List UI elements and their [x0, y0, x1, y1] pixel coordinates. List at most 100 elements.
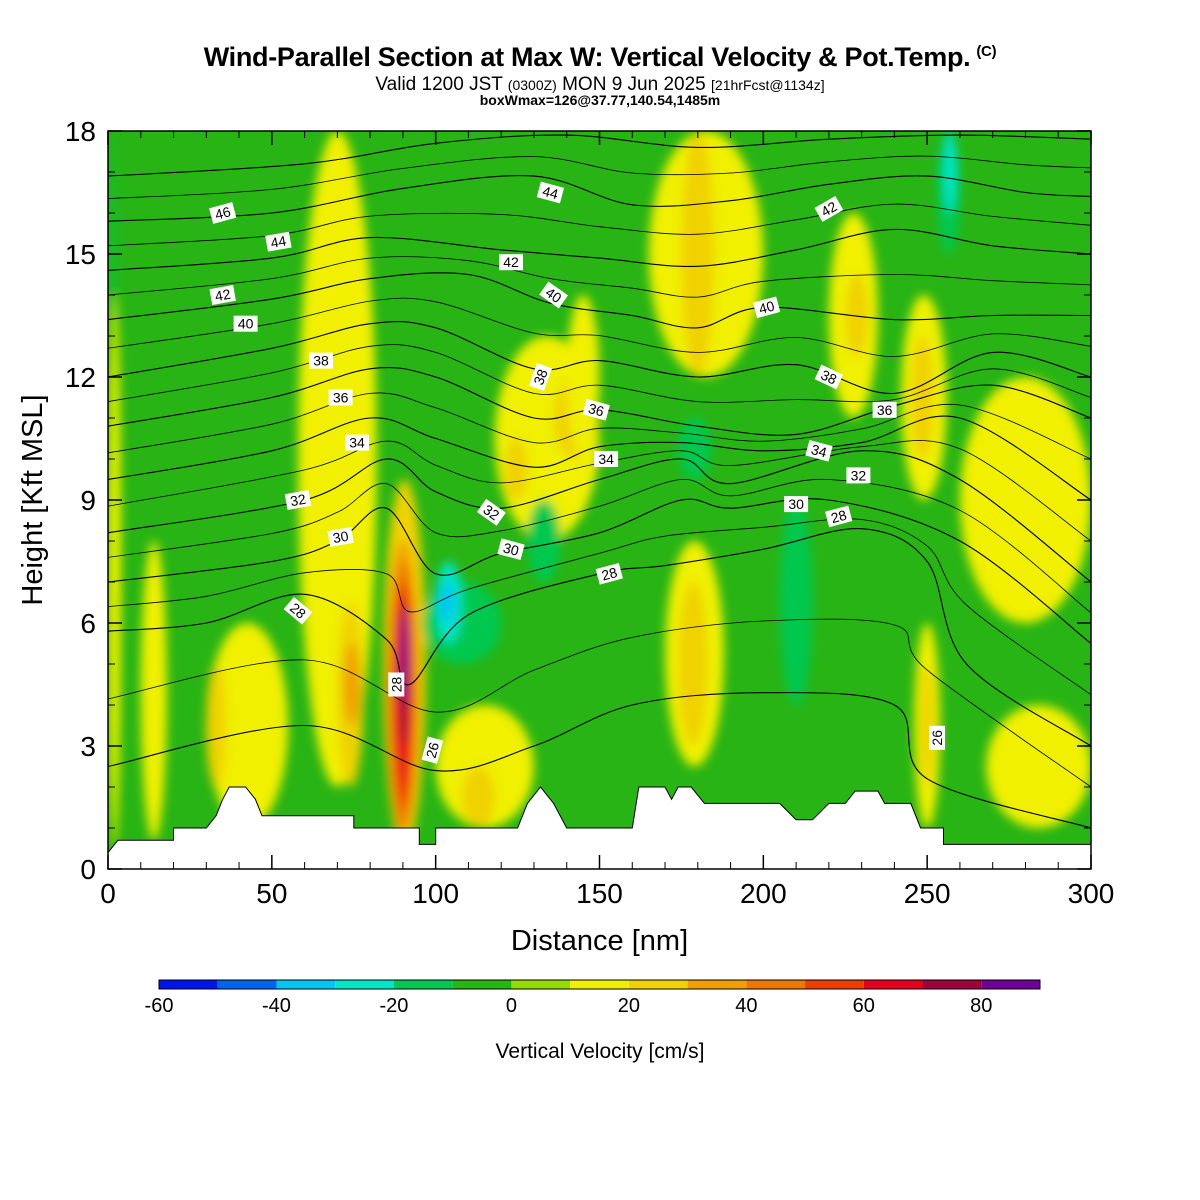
wvel-region	[959, 377, 1091, 623]
contour-label-box	[499, 254, 523, 271]
contour-label-text: 26	[929, 730, 945, 746]
wvel-region	[566, 295, 600, 459]
y-axis-label: Height [Kft MSL]	[17, 394, 49, 605]
contour-label-text: 36	[587, 400, 606, 420]
colorbar-tick-label: 40	[735, 995, 757, 1017]
x-axis-label: Distance [nm]	[511, 925, 688, 957]
contour-label: 40	[752, 296, 781, 319]
colorbar: -60 -40 -20 0 20 40 60 80 Vertical Velocity [cm/…	[145, 979, 1041, 1063]
contour-label-text: 28	[600, 564, 619, 584]
contour-label: 28	[595, 562, 623, 585]
contour-label-text: 26	[423, 740, 443, 759]
contour-label-box	[594, 451, 619, 467]
contour-label-box	[284, 490, 312, 510]
contour-label-text: 40	[238, 316, 254, 332]
wvel-region	[681, 131, 715, 377]
wvel-region	[435, 705, 534, 828]
contour-label-box	[825, 505, 853, 528]
x-tick-label: 50	[256, 878, 287, 909]
contour-label-box	[388, 672, 405, 697]
contour-label-text: 38	[313, 353, 329, 369]
contour-label: 38	[528, 362, 553, 392]
contour-label: 30	[327, 526, 354, 547]
colorbar-frame	[158, 979, 1041, 990]
contour-label: 26	[929, 725, 945, 750]
wvel-region	[943, 131, 957, 213]
isentrope-32	[108, 450, 1091, 583]
x-tick-label: 100	[412, 878, 459, 909]
isentrope-intermediate	[108, 518, 1091, 696]
contour-label: 38	[309, 352, 333, 369]
contour-label-text: 34	[598, 451, 614, 467]
wvel-region	[206, 623, 289, 828]
contour-label-box	[528, 362, 553, 392]
wvel-region	[779, 500, 813, 705]
contour-label: 28	[825, 505, 853, 528]
contour-label-box	[209, 285, 236, 305]
contour-labels: 46 44 42 40 38 36 34 32 30 28 28 26 44 42 40 38 36 34 32 30…	[209, 181, 945, 764]
contour-label-box	[283, 596, 313, 625]
contour-label-box	[421, 736, 444, 764]
wvel-region	[920, 664, 934, 787]
colorbar-swatch	[746, 980, 806, 989]
wvel-region	[206, 664, 226, 787]
x-tick-label: 200	[740, 878, 787, 909]
contour-label-text: 32	[289, 491, 307, 509]
contour-label-box	[345, 434, 369, 451]
contour-label: 32	[284, 490, 312, 510]
copyright-tag: (C)	[976, 43, 997, 60]
colorbar-tick-label: 20	[618, 995, 640, 1017]
contour-label: 44	[536, 181, 565, 204]
chart-title: Wind-Parallel Section at Max W: Vertical…	[0, 42, 1200, 73]
wvel-region	[527, 500, 561, 582]
colorbar-swatch	[805, 980, 864, 989]
contour-label-text: 28	[829, 507, 848, 527]
contour-label-text: 36	[877, 402, 893, 418]
colorbar-swatch	[628, 980, 688, 989]
contour-label-text: 32	[851, 467, 867, 483]
contour-label-box	[805, 439, 833, 462]
contour-label: 32	[476, 498, 506, 526]
contour-label: 26	[421, 736, 444, 764]
wvel-region	[504, 438, 528, 500]
isentrope-42	[108, 228, 1091, 271]
contour-label-box	[328, 389, 353, 406]
contour-label-text: 40	[757, 298, 776, 318]
contour-label-text: 44	[269, 232, 287, 250]
contour-label-box	[265, 231, 292, 252]
x-tick-label: 150	[576, 878, 623, 909]
contour-label-box	[327, 526, 354, 547]
contour-label-text: 36	[333, 390, 349, 406]
isentrope-intermediate	[108, 155, 1091, 199]
isentrope-intermediate	[108, 203, 1091, 247]
colorbar-swatch	[335, 980, 394, 989]
contour-label-text: 30	[788, 496, 804, 512]
contour-label-text: 30	[501, 539, 520, 559]
contour-label: 32	[846, 467, 871, 484]
contour-label: 36	[328, 389, 353, 406]
contour-label: 44	[265, 231, 292, 252]
terrain	[108, 786, 1091, 869]
contour-label-box	[929, 725, 945, 750]
colorbar-tick-label: 0	[506, 995, 517, 1017]
box-wmax-info: boxWmax=126@37.77,140.54,1485m	[479, 92, 721, 108]
colorbar-swatch	[981, 980, 1040, 989]
chart-title-text: Wind-Parallel Section at Max W: Vertical…	[203, 42, 971, 72]
contour-label-box	[209, 202, 237, 224]
isentrope-34	[108, 415, 1091, 501]
terrain-profile	[108, 786, 1091, 869]
contour-label-text: 34	[349, 435, 365, 451]
contour-label-text: 42	[503, 254, 519, 270]
wvel-region	[986, 705, 1091, 828]
contour-label: 30	[784, 496, 809, 513]
y-tick-label: 18	[65, 116, 96, 147]
x-tick-label: 250	[904, 878, 951, 909]
y-tick-label: 9	[80, 485, 96, 516]
colorbar-swatch	[570, 980, 629, 989]
isentrope-46	[108, 134, 1091, 177]
y-tick-label: 12	[65, 362, 96, 393]
wvel-region	[461, 766, 495, 828]
colorbar-label: Vertical Velocity [cm/s]	[496, 1040, 705, 1063]
contour-label-text: 34	[809, 441, 828, 461]
